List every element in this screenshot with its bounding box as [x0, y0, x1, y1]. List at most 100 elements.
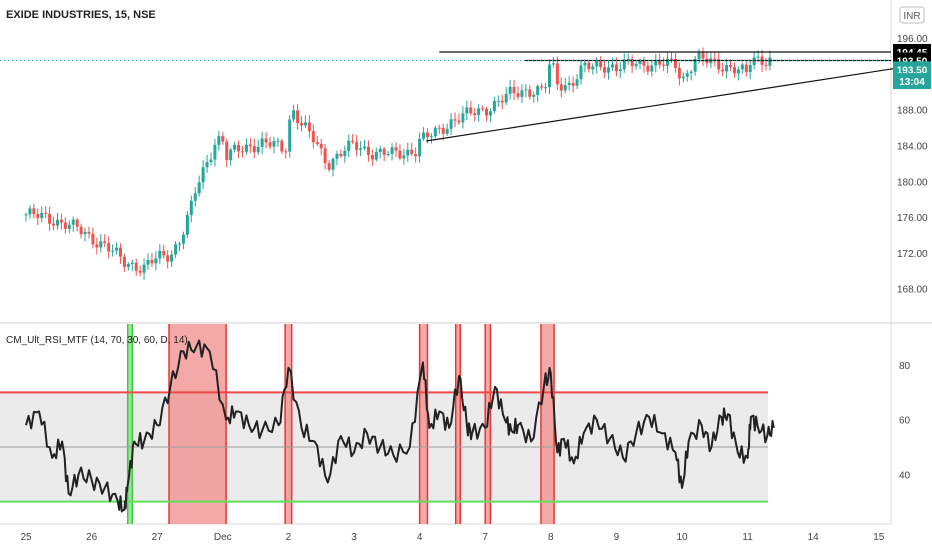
candle-up [154, 258, 158, 264]
candle-up [429, 136, 433, 138]
candle-down [481, 108, 485, 110]
candle-down [764, 64, 768, 66]
candle-up [532, 94, 536, 97]
time-axis[interactable]: 25 26 27 Dec 2 3 4 7 8 9 10 11 14 15 [20, 532, 884, 543]
candle-up [422, 132, 426, 139]
candle-down [414, 154, 418, 157]
candle-down [138, 270, 142, 273]
price-tick-label: 188.00 [897, 106, 928, 117]
candle-up [477, 108, 481, 116]
candle-down [425, 132, 429, 137]
candle-up [142, 264, 146, 273]
candle-down [701, 52, 705, 59]
candle-up [433, 127, 437, 137]
candle-up [189, 200, 193, 216]
indicator-title[interactable]: CM_Ult_RSI_MTF (14, 70, 30, 60, D, 14) [6, 335, 188, 346]
candle-up [697, 52, 701, 59]
candle-up [40, 212, 44, 219]
rsi-tick-label: 80 [899, 361, 911, 372]
candle-up [185, 215, 189, 235]
candle-down [355, 142, 359, 150]
drawings[interactable] [0, 51, 912, 142]
candle-up [461, 113, 465, 123]
candle-up [492, 101, 496, 112]
candle-down [296, 110, 300, 124]
candle-down [603, 67, 607, 73]
candle-down [370, 155, 374, 160]
time-tick-label: 15 [873, 532, 885, 543]
rsi-line [25, 339, 775, 513]
candle-up [654, 60, 658, 66]
candle-down [36, 214, 40, 219]
candle-up [126, 263, 130, 267]
candle-down [150, 259, 154, 264]
candle-up [209, 159, 213, 163]
candle-down [366, 146, 370, 156]
time-tick-label: 2 [286, 532, 292, 543]
candle-up [595, 61, 599, 67]
candle-up [488, 111, 492, 116]
signal-band-overbought [419, 324, 428, 524]
candle-up [693, 58, 697, 72]
candle-down [48, 213, 52, 224]
candle-down [268, 142, 272, 147]
candle-down [52, 223, 56, 226]
candle-up [418, 138, 422, 157]
candle-up [205, 162, 209, 168]
candle-up [524, 89, 528, 91]
price-tick-label: 176.00 [897, 213, 928, 224]
candle-down [485, 108, 489, 116]
candle-up [563, 85, 567, 91]
candle-up [303, 122, 307, 126]
rsi-tick-label: 60 [899, 416, 911, 427]
candle-down [441, 127, 445, 134]
candle-down [315, 142, 319, 145]
candle-up [496, 100, 500, 102]
candle-down [248, 144, 252, 147]
candle-up [740, 64, 744, 70]
candle-down [134, 262, 138, 271]
candle-up [591, 66, 595, 70]
candle-down [512, 86, 516, 94]
candle-up [67, 224, 71, 229]
candle-down [437, 127, 441, 129]
candle-down [555, 63, 559, 85]
candle-up [359, 148, 363, 150]
candle-down [717, 59, 721, 70]
candle-up [374, 151, 378, 160]
candle-down [630, 58, 634, 67]
signal-band-overbought [540, 324, 555, 524]
candle-up [626, 58, 630, 60]
candle-up [201, 167, 205, 183]
currency-badge[interactable] [899, 6, 925, 24]
candle-up [28, 208, 32, 215]
candle-up [547, 64, 551, 88]
candle-down [240, 151, 244, 153]
candle-down [44, 212, 48, 214]
candle-up [233, 144, 237, 150]
candle-down [410, 149, 414, 155]
signal-band-overbought [455, 324, 461, 524]
candle-up [115, 247, 119, 251]
symbol-title[interactable]: EXIDE INDUSTRIES, 15, NSE [6, 9, 156, 21]
candle-up [583, 62, 587, 66]
candle-up [685, 73, 689, 77]
rsi-axis[interactable]: 80 60 40 [899, 361, 911, 481]
candle-down [670, 58, 674, 60]
candle-down [614, 64, 618, 72]
candle-down [571, 82, 575, 86]
candle-up [551, 63, 555, 65]
candle-up [465, 107, 469, 114]
time-tick-label: 7 [482, 532, 488, 543]
candle-down [300, 123, 304, 126]
time-tick-label: 9 [614, 532, 620, 543]
candle-down [122, 256, 126, 267]
price-badge-label: 193.50 [897, 65, 928, 76]
candle-up [445, 128, 449, 134]
candle-up [504, 93, 508, 103]
candle-up [689, 71, 693, 74]
candle-down [721, 69, 725, 72]
candle-down [103, 241, 107, 244]
